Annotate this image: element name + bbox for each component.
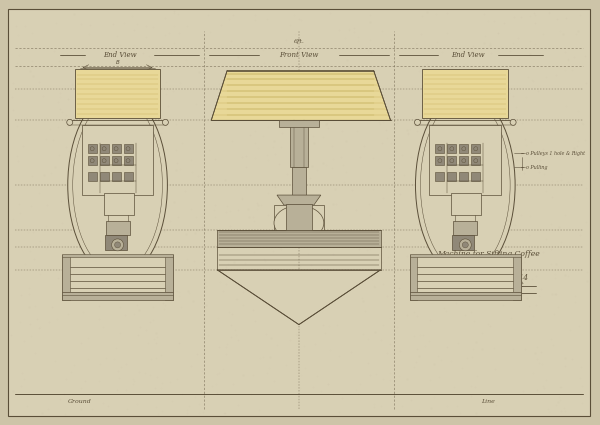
Bar bbox=[452, 235, 474, 250]
Bar bbox=[75, 68, 160, 118]
Bar bbox=[454, 221, 477, 235]
Circle shape bbox=[463, 242, 468, 248]
Text: Front View: Front View bbox=[279, 51, 319, 59]
Ellipse shape bbox=[68, 93, 167, 277]
Bar bbox=[106, 221, 130, 235]
Bar bbox=[112, 156, 121, 165]
Bar bbox=[124, 144, 133, 153]
Circle shape bbox=[163, 119, 169, 125]
Bar bbox=[62, 255, 173, 295]
Bar bbox=[410, 292, 521, 295]
Ellipse shape bbox=[415, 93, 515, 277]
Bar bbox=[451, 193, 481, 215]
Circle shape bbox=[112, 239, 124, 251]
Bar bbox=[112, 172, 121, 181]
Circle shape bbox=[115, 242, 121, 248]
Bar bbox=[436, 156, 445, 165]
Ellipse shape bbox=[274, 206, 324, 241]
Text: Scale 1½ = 1 Foot: Scale 1½ = 1 Foot bbox=[458, 281, 524, 289]
Bar bbox=[100, 144, 109, 153]
Circle shape bbox=[510, 119, 516, 125]
Polygon shape bbox=[211, 71, 391, 120]
Text: 6ft.: 6ft. bbox=[293, 39, 304, 44]
Bar bbox=[62, 254, 173, 257]
Bar bbox=[124, 156, 133, 165]
Text: Line: Line bbox=[481, 399, 495, 404]
Bar bbox=[88, 172, 97, 181]
Bar bbox=[410, 255, 418, 300]
Bar bbox=[217, 230, 380, 247]
Bar bbox=[112, 144, 121, 153]
Bar bbox=[460, 156, 468, 165]
Text: December 4 th 1844: December 4 th 1844 bbox=[449, 274, 528, 282]
Bar bbox=[436, 144, 445, 153]
Bar bbox=[460, 172, 468, 181]
Bar bbox=[88, 156, 97, 165]
Bar bbox=[430, 125, 501, 195]
Bar bbox=[410, 255, 521, 295]
Polygon shape bbox=[217, 270, 380, 325]
Bar bbox=[448, 172, 457, 181]
Bar bbox=[62, 292, 173, 300]
Bar bbox=[471, 156, 480, 165]
Circle shape bbox=[460, 239, 471, 251]
Text: End View: End View bbox=[451, 51, 485, 59]
Bar bbox=[124, 172, 133, 181]
Bar bbox=[88, 144, 97, 153]
Bar bbox=[104, 235, 127, 250]
Bar bbox=[82, 125, 154, 195]
Bar bbox=[286, 204, 312, 230]
Text: Mr. Simpson: Mr. Simpson bbox=[464, 262, 512, 270]
Bar bbox=[279, 120, 319, 128]
Text: Ground: Ground bbox=[68, 399, 92, 404]
Bar bbox=[436, 172, 445, 181]
Bar bbox=[62, 292, 173, 295]
Bar bbox=[290, 120, 308, 167]
Bar bbox=[422, 68, 508, 118]
Bar bbox=[513, 255, 521, 300]
Bar bbox=[410, 292, 521, 300]
Bar bbox=[104, 193, 134, 215]
Text: End View: End View bbox=[103, 51, 136, 59]
Polygon shape bbox=[277, 195, 321, 205]
Text: Machine for Sifting Coffee: Machine for Sifting Coffee bbox=[437, 250, 539, 258]
Bar bbox=[274, 205, 324, 240]
Bar bbox=[166, 255, 173, 300]
Bar bbox=[471, 172, 480, 181]
Bar bbox=[471, 144, 480, 153]
Bar bbox=[100, 156, 109, 165]
Text: o Pulling: o Pulling bbox=[526, 164, 548, 170]
Bar bbox=[292, 167, 306, 195]
Bar bbox=[100, 172, 109, 181]
Circle shape bbox=[67, 119, 73, 125]
Bar bbox=[448, 144, 457, 153]
Text: B: B bbox=[116, 60, 119, 65]
Bar bbox=[448, 156, 457, 165]
Circle shape bbox=[415, 119, 421, 125]
Bar bbox=[62, 255, 70, 300]
Bar bbox=[410, 254, 521, 257]
Bar bbox=[460, 144, 468, 153]
Text: o Pulleys 1 hole & Right: o Pulleys 1 hole & Right bbox=[526, 151, 585, 156]
